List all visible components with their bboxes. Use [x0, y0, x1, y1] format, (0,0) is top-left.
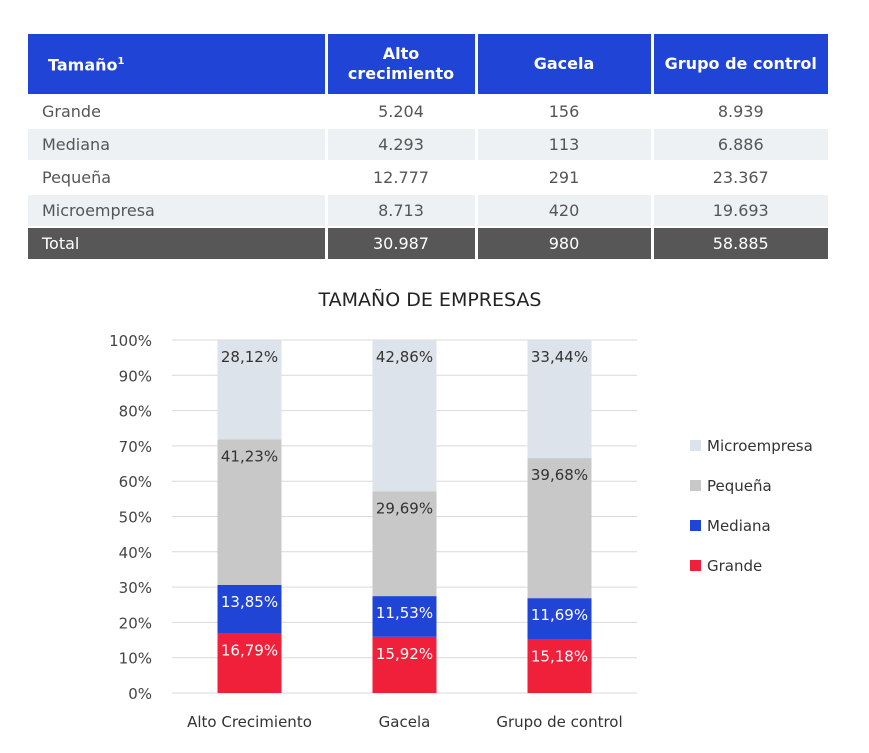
table-header-row: Tamaño1 Alto crecimiento Gacela Grupo de…	[28, 34, 828, 95]
y-tick-label: 30%	[119, 579, 152, 597]
header-footnote: 1	[117, 56, 125, 68]
y-tick-label: 50%	[119, 509, 152, 527]
header-control-group: Grupo de control	[650, 34, 828, 95]
y-axis-ticks: 0% 10% 20% 30% 40% 50% 60% 70% 80% 90% 100%	[109, 332, 152, 703]
legend-swatch	[690, 520, 701, 531]
data-label: 15,18%	[531, 647, 588, 665]
table-row: Mediana 4.293 113 6.886	[28, 127, 828, 161]
cell: 420	[474, 193, 652, 227]
header-size: Tamaño1	[28, 34, 326, 95]
table-row: Microempresa 8.713 420 19.693	[28, 193, 828, 227]
y-tick-label: 70%	[119, 438, 152, 456]
data-table: Tamaño1 Alto crecimiento Gacela Grupo de…	[28, 34, 828, 259]
total-cell: 30.987	[324, 226, 476, 259]
legend-swatch	[690, 440, 701, 451]
header-gazelle: Gacela	[474, 34, 652, 95]
data-label: 13,85%	[221, 593, 278, 611]
legend-label: Mediana	[707, 517, 771, 535]
cell: 6.886	[650, 127, 828, 161]
cell: 12.777	[324, 160, 476, 194]
data-label: 39,68%	[531, 466, 588, 484]
cell: 291	[474, 160, 652, 194]
data-label: 11,69%	[531, 606, 588, 624]
cell: 19.693	[650, 193, 828, 227]
x-tick-label: Alto Crecimiento	[187, 713, 312, 731]
x-tick-label: Gacela	[379, 713, 431, 731]
bar-segment	[217, 584, 282, 634]
bar-segment	[217, 633, 282, 693]
x-axis-ticks: Alto Crecimiento Gacela Grupo de control	[187, 713, 623, 731]
y-tick-label: 90%	[119, 367, 152, 385]
y-tick-label: 60%	[119, 473, 152, 491]
total-cell: 58.885	[650, 226, 828, 259]
legend: Microempresa Pequeña Mediana Grande	[690, 437, 813, 575]
bar-segment	[372, 491, 437, 597]
bar-segment	[527, 458, 592, 599]
bar-segment	[372, 636, 437, 693]
data-label: 16,79%	[221, 642, 278, 660]
table-row: Grande 5.204 156 8.939	[28, 94, 828, 128]
bar-segment	[527, 639, 592, 693]
cell: 5.204	[324, 94, 476, 128]
row-label: Grande	[28, 94, 326, 128]
stacked-bar-chart: TAMAÑO DE EMPRESAS 0% 10% 20% 30% 40% 50% 60% 7…	[109, 288, 813, 731]
header-high-growth: Alto crecimiento	[324, 34, 476, 95]
data-label: 11,53%	[376, 604, 433, 622]
legend-label: Microempresa	[707, 437, 813, 455]
legend-label: Grande	[707, 557, 762, 575]
cell: 23.367	[650, 160, 828, 194]
bar-segment	[372, 340, 437, 492]
row-label: Pequeña	[28, 160, 326, 194]
y-tick-label: 10%	[119, 650, 152, 668]
row-label: Mediana	[28, 127, 326, 161]
cell: 8.713	[324, 193, 476, 227]
cell: 113	[474, 127, 652, 161]
data-label: 15,92%	[376, 645, 433, 663]
cell: 156	[474, 94, 652, 128]
data-label: 42,86%	[376, 348, 433, 366]
y-tick-label: 80%	[119, 403, 152, 421]
data-label: 41,23%	[221, 447, 278, 465]
company-size-table: Tamaño1 Alto crecimiento Gacela Grupo de…	[28, 34, 828, 259]
y-tick-label: 20%	[119, 614, 152, 632]
bar-segment	[217, 340, 282, 440]
cell: 4.293	[324, 127, 476, 161]
table-total-row: Total 30.987 980 58.885	[28, 226, 828, 259]
cell: 8.939	[650, 94, 828, 128]
y-tick-label: 40%	[119, 544, 152, 562]
row-label: Microempresa	[28, 193, 326, 227]
data-label: 28,12%	[221, 348, 278, 366]
bar-segment	[527, 598, 592, 640]
y-tick-label: 100%	[109, 332, 152, 350]
bars: 16,79% 13,85% 41,23% 28,12% 15,92% 11,53% 29,6…	[217, 340, 592, 693]
y-tick-label: 0%	[128, 685, 152, 703]
data-label: 29,69%	[376, 499, 433, 517]
legend-label: Pequeña	[707, 477, 772, 495]
x-tick-label: Grupo de control	[496, 713, 622, 731]
data-label: 33,44%	[531, 348, 588, 366]
bar-segment	[372, 596, 437, 637]
legend-swatch	[690, 480, 701, 491]
legend-swatch	[690, 560, 701, 571]
total-cell: 980	[474, 226, 652, 259]
header-size-label: Tamaño	[48, 55, 118, 75]
bar-segment	[217, 439, 282, 585]
chart-title: TAMAÑO DE EMPRESAS	[318, 288, 542, 311]
bar-segment	[527, 340, 592, 459]
total-label: Total	[28, 226, 326, 259]
table-row: Pequeña 12.777 291 23.367	[28, 160, 828, 194]
